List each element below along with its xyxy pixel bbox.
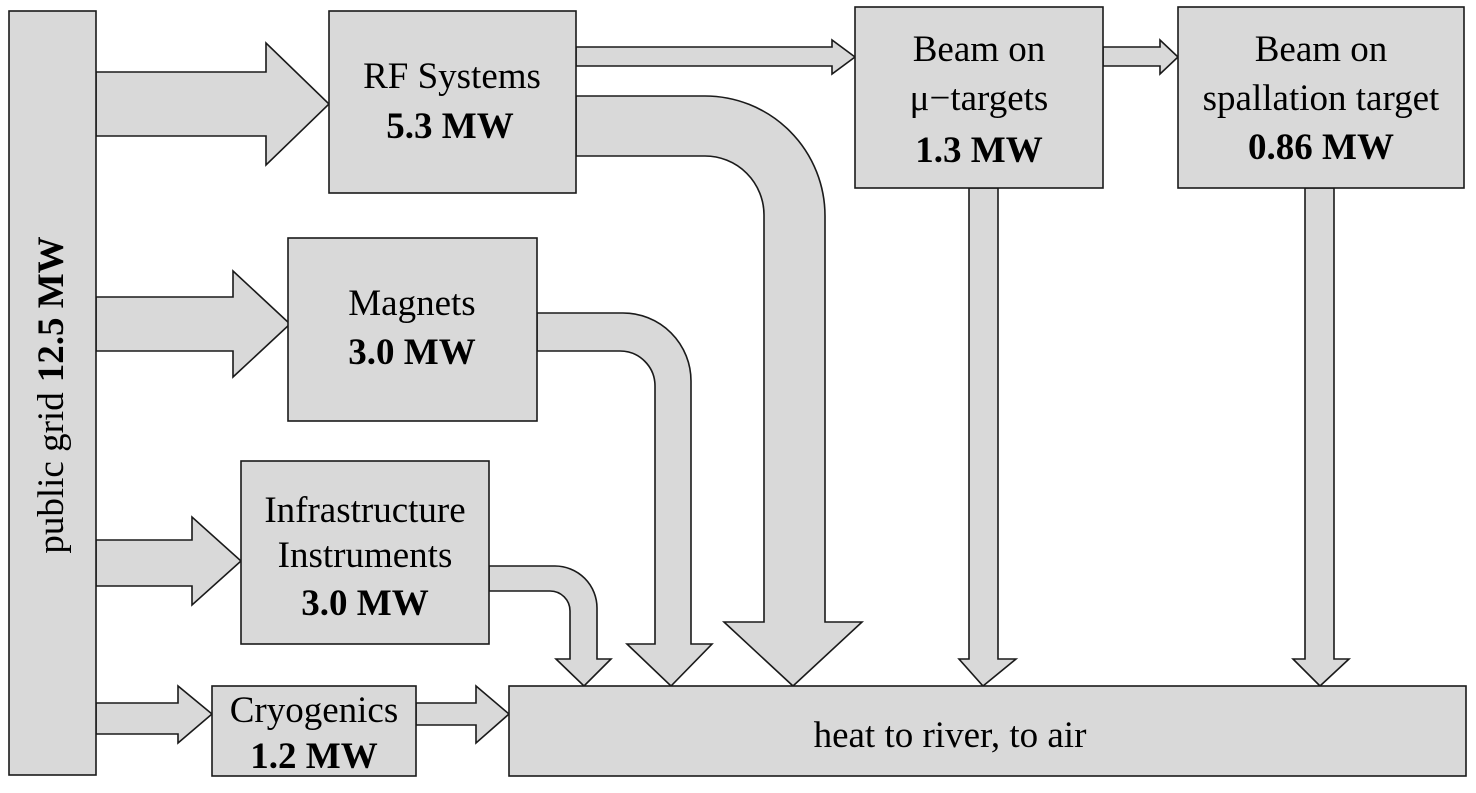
arrow-beam-mu-to-spallation <box>1102 38 1180 76</box>
rf-systems-value: 5.3 MW <box>386 106 513 147</box>
public-grid-label: public grid12.5 MW <box>31 236 72 553</box>
cryogenics-box <box>211 685 417 777</box>
cryogenics-name: Cryogenics <box>230 690 399 731</box>
beam-mu-targets-box <box>854 6 1104 189</box>
beam-mu-value: 1.3 MW <box>915 130 1042 171</box>
infrastructure-box <box>240 460 490 645</box>
arrow-grid-to-infrastructure <box>95 515 243 607</box>
arrow-grid-to-cryogenics <box>95 684 214 745</box>
arrow-cryogenics-to-heat <box>415 684 511 745</box>
cryogenics-value: 1.2 MW <box>250 736 377 777</box>
magnets-box <box>287 237 538 422</box>
infrastructure-name-line2: Instruments <box>278 535 453 576</box>
heat-sink-box <box>508 685 1467 777</box>
arrow-beam-mu-to-heat <box>957 187 1019 688</box>
beam-spallation-name-line2: spallation target <box>1203 78 1440 119</box>
infrastructure-value: 3.0 MW <box>301 583 428 624</box>
beam-spallation-value: 0.86 MW <box>1248 127 1394 168</box>
rf-systems-box <box>328 10 577 194</box>
arrow-grid-to-magnets <box>95 269 292 379</box>
infrastructure-name-line1: Infrastructure <box>264 490 465 531</box>
beam-mu-name-line1: Beam on <box>913 29 1046 70</box>
beam-mu-name-line2: μ−targets <box>910 78 1049 119</box>
arrow-magnets-to-heat <box>536 312 714 688</box>
rf-systems-name: RF Systems <box>363 56 541 97</box>
beam-spallation-box <box>1177 6 1465 189</box>
arrow-grid-to-rf <box>95 41 331 167</box>
arrow-rf-to-beam-mu <box>575 38 857 76</box>
beam-spallation-name-line1: Beam on <box>1255 29 1388 70</box>
arrow-spallation-to-heat <box>1291 187 1352 688</box>
arrow-rf-to-heat <box>575 95 865 688</box>
public-grid-box <box>8 10 97 776</box>
heat-sink-label: heat to river, to air <box>814 715 1087 756</box>
magnets-value: 3.0 MW <box>348 332 475 373</box>
magnets-name: Magnets <box>348 283 475 324</box>
arrow-infrastructure-to-heat <box>488 565 613 688</box>
